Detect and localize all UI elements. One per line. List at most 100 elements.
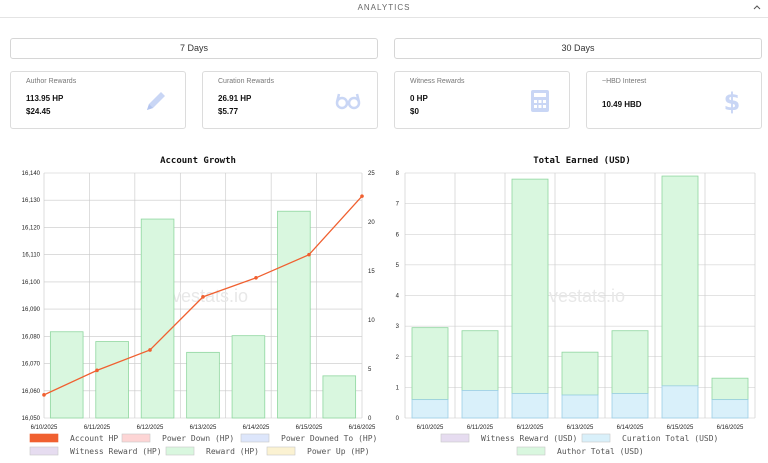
legend-swatch	[165, 446, 195, 456]
x-tick-label: 6/11/2025	[84, 425, 111, 431]
account-hp-point	[254, 276, 258, 280]
analytics-header[interactable]: ANALYTICS	[0, 0, 768, 16]
x-tick-label: 6/12/2025	[137, 425, 164, 431]
y-left-tick-label: 16,120	[22, 225, 41, 231]
legend-label: Power Down (HP)	[162, 434, 234, 443]
legend-label: Author Total (USD)	[557, 447, 644, 456]
account-hp-point	[148, 348, 152, 352]
curation-total-bar	[461, 390, 499, 419]
y-left-tick-label: 16,130	[22, 198, 41, 204]
reward-bar	[95, 341, 129, 419]
y-left-tick-label: 16,050	[22, 416, 41, 422]
curation-total-bar	[411, 399, 449, 419]
x-tick-label: 6/14/2025	[617, 425, 644, 431]
glasses-icon	[335, 93, 361, 110]
legend-swatch	[440, 433, 470, 443]
y-tick-label: 3	[396, 324, 400, 330]
y-right-tick-label: 0	[368, 416, 372, 422]
x-tick-label: 6/13/2025	[567, 425, 594, 431]
reward-bar	[140, 218, 175, 419]
analytics-title: ANALYTICS	[357, 3, 411, 12]
author-total-bar	[661, 175, 699, 387]
y-tick-label: 6	[396, 232, 400, 238]
y-left-tick-label: 16,080	[22, 334, 41, 340]
x-tick-label: 6/12/2025	[517, 425, 544, 431]
y-tick-label: 4	[396, 294, 400, 300]
account-hp-point	[95, 368, 99, 373]
legend-label: Reward (HP)	[206, 447, 259, 456]
author-total-bar	[411, 327, 449, 401]
x-tick-label: 6/15/2025	[296, 425, 323, 431]
legend-label: Curation Total (USD)	[622, 434, 718, 443]
curation-total-bar	[561, 394, 599, 419]
witness-rewards-card: Witness Rewards 0 HP $0	[394, 71, 570, 129]
y-right-tick-label: 15	[368, 269, 375, 275]
legend-swatch	[121, 433, 151, 443]
author-total-bar	[511, 178, 549, 394]
y-left-tick-label: 16,110	[22, 253, 41, 259]
account-hp-point	[307, 252, 311, 257]
legend-label: Witness Reward (HP)	[70, 447, 162, 456]
y-tick-label: 1	[396, 385, 400, 391]
legend-swatch	[266, 446, 296, 456]
curation-total-bar	[511, 393, 549, 419]
total-earned-title: Total Earned (USD)	[533, 156, 631, 166]
y-left-tick-label: 16,140	[22, 171, 41, 177]
y-right-tick-label: 25	[368, 171, 375, 177]
curation-total-bar	[711, 399, 749, 419]
legend-label: Power Downed To (HP)	[281, 434, 377, 443]
y-left-tick-label: 16,060	[22, 389, 41, 395]
range-7-days-button[interactable]: 7 Days	[10, 38, 378, 59]
card-value-hp: 26.91 HP	[218, 94, 252, 103]
x-tick-label: 6/15/2025	[667, 425, 694, 431]
x-tick-label: 6/16/2025	[349, 425, 376, 431]
card-label: Curation Rewards	[218, 78, 275, 85]
legend-label: Witness Reward (USD)	[481, 434, 577, 443]
card-value-hbd: 10.49 HBD	[602, 100, 642, 109]
curation-rewards-card: Curation Rewards 26.91 HP $5.77	[202, 71, 378, 129]
curation-total-bar	[661, 385, 699, 419]
reward-bar	[231, 335, 266, 419]
account-hp-point	[201, 295, 205, 299]
author-total-bar	[561, 351, 599, 396]
pencil-icon	[147, 92, 165, 110]
card-value-usd: $0	[410, 107, 419, 116]
y-left-tick-label: 16,100	[22, 280, 41, 286]
y-left-tick-label: 16,070	[22, 362, 41, 368]
y-left-tick-label: 16,090	[22, 307, 41, 313]
calculator-icon	[531, 90, 549, 112]
account-hp-point	[360, 194, 364, 198]
reward-bar	[49, 331, 84, 419]
reward-bar	[277, 210, 311, 419]
range-30-days-button[interactable]: 30 Days	[394, 38, 762, 59]
author-total-bar	[461, 330, 499, 391]
card-label: Witness Rewards	[410, 78, 465, 85]
account-growth-title: Account Growth	[160, 156, 236, 166]
x-tick-label: 6/14/2025	[243, 425, 270, 431]
watermark-text: hivestats.io	[535, 286, 625, 306]
legend-swatch	[516, 446, 546, 456]
author-rewards-card: Author Rewards 113.95 HP $24.45	[10, 71, 186, 129]
legend-label: Power Up (HP)	[307, 447, 370, 456]
svg-text:$: $	[724, 88, 741, 114]
reward-bar	[186, 351, 220, 419]
reward-bar	[322, 375, 357, 419]
hbd-interest-card: ~HBD Interest 10.49 HBD $	[586, 71, 762, 129]
header-divider	[0, 17, 768, 18]
dollar-icon: $	[724, 88, 741, 114]
legend-swatch	[29, 446, 59, 456]
card-value-hp: 0 HP	[410, 94, 428, 103]
y-right-tick-label: 10	[368, 318, 375, 324]
y-tick-label: 2	[396, 355, 400, 361]
x-tick-label: 6/10/2025	[417, 425, 444, 431]
y-tick-label: 0	[396, 416, 400, 422]
curation-total-bar	[611, 393, 649, 419]
y-tick-label: 7	[396, 202, 400, 208]
card-label: ~HBD Interest	[602, 78, 647, 85]
chevron-up-icon[interactable]	[752, 2, 762, 12]
legend-swatch	[581, 433, 611, 443]
y-right-tick-label: 5	[368, 367, 372, 373]
x-tick-label: 6/16/2025	[717, 425, 744, 431]
card-value-hp: 113.95 HP	[26, 94, 64, 103]
